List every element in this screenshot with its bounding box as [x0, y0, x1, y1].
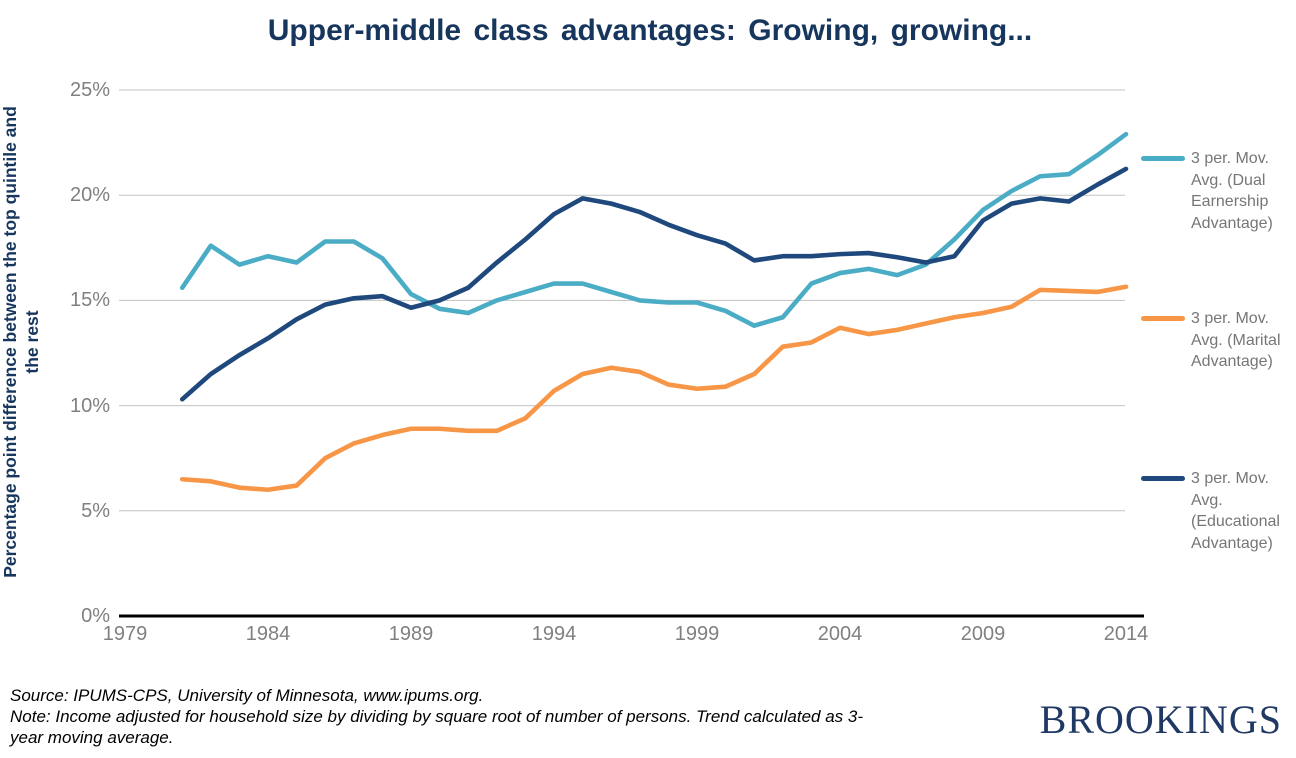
x-tick-label-1999: 1999: [674, 623, 720, 645]
legend-label-line: Advantage): [1191, 214, 1273, 232]
y-tick-label-25%: 25%: [69, 79, 110, 101]
legend-label-line: Avg. (Dual: [1191, 171, 1266, 189]
x-tick-label-1979: 1979: [102, 623, 148, 645]
legend-label-line: Avg.: [1191, 491, 1223, 509]
legend-label-dual-earnership: 3 per. Mov. Avg. (Dual Earnership Advantage…: [1191, 148, 1273, 234]
legend-line-swatch-educational: [1141, 476, 1185, 481]
legend-label-line: Advantage): [1191, 534, 1273, 552]
y-tick-label-20%: 20%: [69, 184, 110, 207]
plot-area: [119, 89, 1144, 618]
legend-label-line: 3 per. Mov.: [1191, 150, 1269, 167]
series-line-educational: [179, 166, 1129, 402]
legend-label-line: Earnership: [1191, 193, 1269, 210]
legend-label-line: Avg. (Marital: [1191, 331, 1281, 349]
note-line-2: year moving average.: [10, 728, 174, 747]
y-tick-label-5%: 5%: [81, 499, 110, 522]
series-line-dual-earnership: [179, 131, 1129, 328]
legend-label-line: 3 per. Mov.: [1191, 470, 1269, 487]
y-tick-label-10%: 10%: [69, 394, 110, 417]
x-tick-label-2014: 2014: [1103, 623, 1149, 645]
legend-line-swatch-marital: [1141, 316, 1185, 321]
x-tick-label-2004: 2004: [817, 623, 863, 645]
legend-label-line: 3 per. Mov.: [1191, 310, 1269, 327]
legend-item-marital: 3 per. Mov. Avg. (Marital Advantage): [1141, 308, 1293, 373]
source-note: Source: IPUMS-CPS, University of Minneso…: [10, 685, 863, 748]
x-tick-label-1994: 1994: [531, 623, 577, 645]
brookings-logo: BROOKINGS: [1039, 697, 1282, 742]
y-tick-label-0%: 0%: [81, 605, 110, 627]
legend-label-line: (Educational: [1191, 513, 1280, 530]
legend-item-educational: 3 per. Mov. Avg. (Educational Advantage): [1141, 468, 1293, 554]
x-tick-label-2009: 2009: [960, 623, 1006, 645]
legend-label-educational: 3 per. Mov. Avg. (Educational Advantage): [1191, 468, 1280, 554]
x-tick-label-1984: 1984: [245, 623, 291, 645]
y-tick-label-15%: 15%: [69, 289, 110, 312]
note-line-1: Note: Income adjusted for household size…: [10, 707, 863, 726]
chart-title: Upper-middle class advantages: Growing, …: [267, 14, 1033, 47]
legend-label-line: Advantage): [1191, 353, 1273, 370]
legend-line-swatch-dual-earnership: [1141, 156, 1185, 161]
series-line-marital: [179, 284, 1129, 493]
legend-label-marital: 3 per. Mov. Avg. (Marital Advantage): [1191, 308, 1281, 373]
x-tick-label-1989: 1989: [388, 623, 434, 645]
legend-item-dual-earnership: 3 per. Mov. Avg. (Dual Earnership Advantage…: [1141, 148, 1293, 234]
source-line: Source: IPUMS-CPS, University of Minneso…: [10, 686, 484, 705]
